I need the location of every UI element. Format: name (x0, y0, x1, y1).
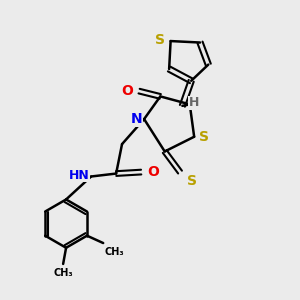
Text: O: O (121, 84, 133, 98)
Text: H: H (188, 96, 199, 110)
Text: S: S (155, 33, 165, 46)
Text: S: S (187, 174, 196, 188)
Text: CH₃: CH₃ (105, 247, 124, 256)
Text: S: S (199, 130, 208, 144)
Text: N: N (131, 112, 142, 126)
Text: CH₃: CH₃ (53, 268, 73, 278)
Text: HN: HN (69, 169, 90, 182)
Text: O: O (148, 165, 160, 179)
